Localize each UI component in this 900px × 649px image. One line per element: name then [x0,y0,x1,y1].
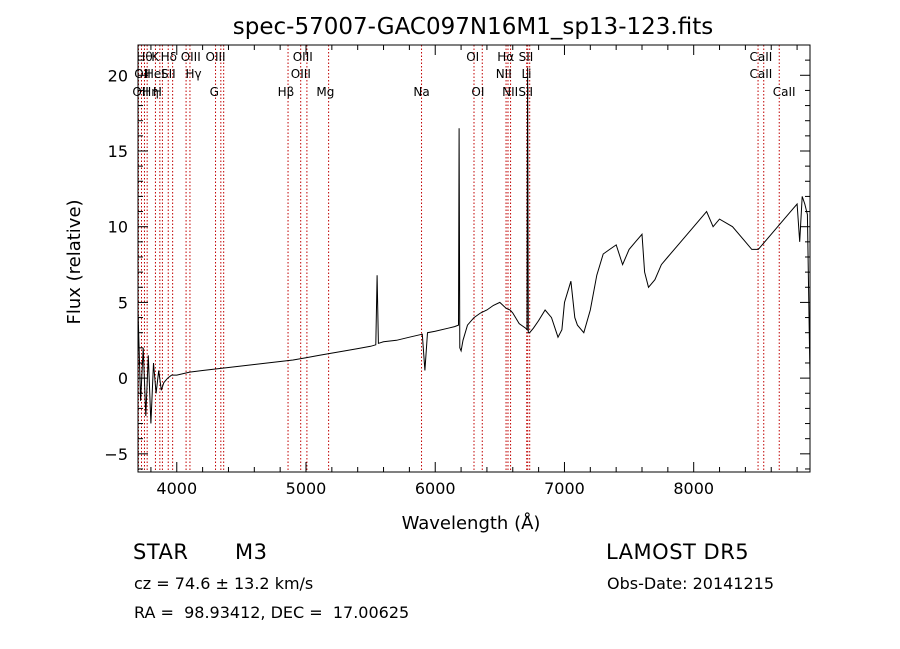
marker-label: NII [502,85,518,99]
marker-label: Hγ [186,67,202,81]
y-tick-labels: −5 0 5 10 15 20 [104,66,128,464]
marker-label: SII [519,50,534,64]
obs-date: Obs-Date: 20141215 [607,574,775,593]
object-subclass: M3 [235,540,268,564]
object-class: STAR [133,540,189,564]
marker-label: Mg [316,85,334,99]
y-tick-label: 0 [118,369,128,388]
marker-label: Hβ [278,85,295,99]
y-tick-label: 5 [118,293,128,312]
marker-label: K [151,50,160,64]
marker-label: NII [496,67,512,81]
marker-label: OI [471,85,484,99]
x-tick-label: 5000 [286,479,327,498]
plot-frame [137,44,811,473]
marker-label: G [210,85,219,99]
marker-label: OIII [293,50,313,64]
marker-label: CaII [749,50,772,64]
spectrum-line [137,67,811,424]
marker-label: CaII [773,85,796,99]
x-tick-label: 8000 [673,479,714,498]
marker-label: OI [466,50,479,64]
marker-label: OIII [206,50,226,64]
marker-label: HeI [145,67,165,81]
y-tick-label: 15 [108,142,128,161]
marker-label: SII [518,85,533,99]
marker-label: H [153,85,162,99]
y-tick-label: −5 [104,445,128,464]
marker-label: OIII [291,67,311,81]
x-tick-label: 6000 [415,479,456,498]
x-tick-labels: 4000 5000 6000 7000 8000 [156,479,714,498]
marker-label: OII [132,85,149,99]
marker-label: Hη [142,85,159,99]
marker-label: Li [521,67,531,81]
marker-label: Hα [497,50,514,64]
x-tick-label: 7000 [544,479,585,498]
x-tick-label: 4000 [156,479,197,498]
x-axis-label: Wavelength (Å) [402,512,541,534]
marker-label: SII [161,67,176,81]
y-axis-label: Flux (relative) [64,199,85,324]
y-tick-label: 10 [108,218,128,237]
marker-label: Hδ [161,50,177,64]
marker-label: CaII [749,67,772,81]
survey-name: LAMOST DR5 [606,540,750,564]
marker-label: Na [413,85,429,99]
velocity-readout: cz = 74.6 ± 13.2 km/s [134,574,314,593]
marker-label: OIII [181,50,201,64]
axis-ticks [138,44,810,472]
chart-title: spec-57007-GAC097N16M1_sp13-123.fits [233,14,713,40]
coordinates: RA = 98.93412, DEC = 17.00625 [134,603,410,622]
line-markers [138,45,780,472]
y-tick-label: 20 [108,66,128,85]
